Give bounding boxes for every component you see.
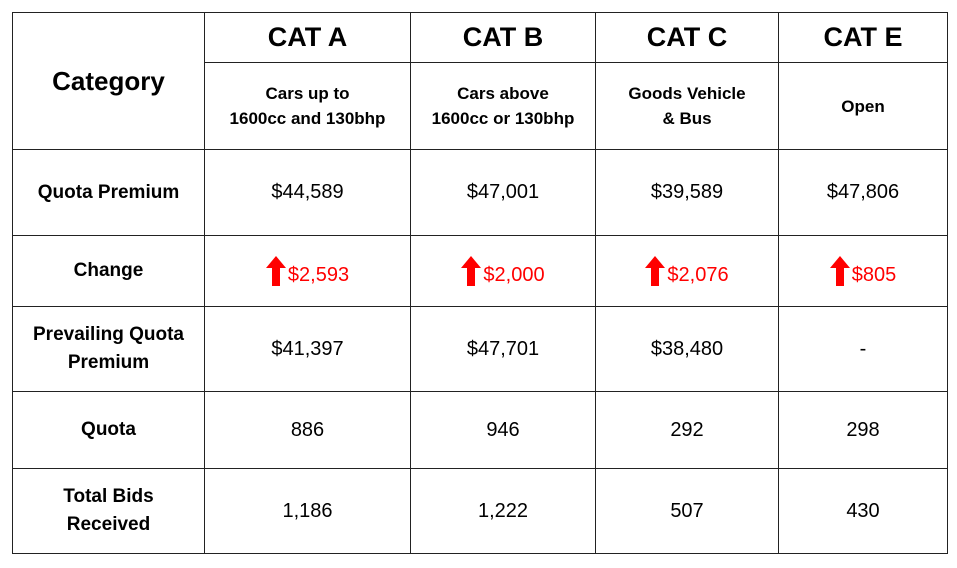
up-arrow-icon (461, 255, 482, 286)
cat-b-desc-line2: 1600cc or 130bhp (431, 109, 575, 128)
total-bids-cat-c: 507 (595, 468, 779, 554)
change-cat-c-value: $2,076 (667, 263, 729, 286)
quota-label-text: Quota (81, 419, 136, 440)
cat-a-name: CAT A (267, 22, 348, 52)
cat-e-header: CAT E (778, 12, 948, 63)
quota-premium-cat-a: $44,589 (204, 149, 411, 236)
cat-b-header: CAT B (410, 12, 596, 63)
change-cat-b-value: $2,000 (483, 263, 545, 286)
total-bids-label: Total Bids Received (12, 468, 205, 554)
quota-premium-cat-c: $39,589 (595, 149, 779, 236)
prevailing-label-line2: Premium (67, 352, 150, 373)
up-arrow-icon (645, 255, 666, 286)
change-row: Change $2,593 $2,000 $2,076 $805 (12, 235, 948, 307)
header-row: Category CAT A CAT B CAT C CAT E (12, 12, 948, 150)
coe-results-table: Category CAT A CAT B CAT C CAT E Cars up… (12, 12, 948, 554)
cat-b-name: CAT B (462, 22, 544, 52)
change-label: Change (12, 235, 205, 307)
total-bids-cat-b: 1,222 (410, 468, 596, 554)
cat-e-desc-line1: Open (841, 96, 885, 116)
cat-a-header: CAT A (204, 12, 411, 63)
quota-premium-label-text: Quota Premium (37, 181, 180, 203)
prevailing-cat-b: $47,701 (410, 306, 596, 392)
cat-b-desc-line1: Cars above (457, 84, 549, 103)
quota-cat-a: 886 (204, 391, 411, 469)
cat-c-name: CAT C (646, 22, 728, 52)
quota-row: Quota 886 946 292 298 (12, 391, 948, 469)
change-cat-a: $2,593 (204, 235, 411, 307)
total-bids-row: Total Bids Received 1,186 1,222 507 430 (12, 468, 948, 554)
quota-premium-cat-e: $47,806 (778, 149, 948, 236)
change-cat-e: $805 (778, 235, 948, 307)
prevailing-cat-c: $38,480 (595, 306, 779, 392)
cat-c-desc-line1: Goods Vehicle (628, 84, 746, 103)
cat-b-description: Cars above 1600cc or 130bhp (410, 62, 596, 150)
cat-a-desc-line1: Cars up to (265, 84, 350, 103)
prevailing-quota-premium-label: Prevailing Quota Premium (12, 306, 205, 392)
change-label-text: Change (73, 260, 144, 281)
cat-c-desc-line2: & Bus (662, 109, 712, 128)
change-cat-a-value: $2,593 (287, 263, 350, 286)
description-row: Cars up to 1600cc and 130bhp Cars above … (13, 62, 948, 150)
total-bids-cat-a: 1,186 (204, 468, 411, 554)
cat-e-description: Open (778, 62, 948, 150)
prevailing-quota-premium-row: Prevailing Quota Premium $41,397 $47,701… (12, 306, 948, 392)
change-cat-e-value: $805 (851, 263, 897, 286)
total-bids-label-line2: Received (66, 514, 151, 535)
prevailing-cat-a: $41,397 (204, 306, 411, 392)
quota-premium-row: Quota Premium $44,589 $47,001 $39,589 $4… (12, 149, 948, 236)
cat-c-description: Goods Vehicle & Bus (595, 62, 779, 150)
up-arrow-icon (829, 255, 850, 286)
prevailing-label-line1: Prevailing Quota (33, 324, 184, 345)
quota-cat-e: 298 (778, 391, 948, 469)
quota-premium-cat-b: $47,001 (410, 149, 596, 236)
category-header-label: Category (52, 65, 165, 96)
quota-premium-label: Quota Premium (12, 149, 205, 236)
quota-cat-c: 292 (595, 391, 779, 469)
cat-c-header: CAT C (595, 12, 779, 63)
cat-a-desc-line2: 1600cc and 130bhp (229, 109, 386, 128)
total-bids-cat-e: 430 (778, 468, 948, 554)
quota-cat-b: 946 (410, 391, 596, 469)
quota-label: Quota (12, 391, 205, 469)
change-cat-c: $2,076 (595, 235, 779, 307)
prevailing-cat-e: - (778, 306, 948, 392)
cat-e-name: CAT E (823, 22, 903, 52)
change-cat-b: $2,000 (410, 235, 596, 307)
category-header: Category (12, 12, 205, 150)
total-bids-label-line1: Total Bids (63, 486, 154, 507)
cat-a-description: Cars up to 1600cc and 130bhp (204, 62, 411, 150)
up-arrow-icon (265, 255, 286, 286)
